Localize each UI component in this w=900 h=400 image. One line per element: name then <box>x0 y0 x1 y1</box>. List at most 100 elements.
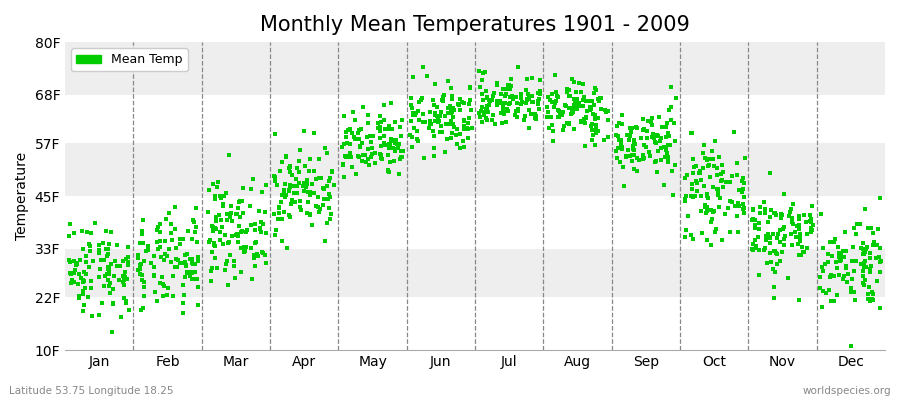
Point <box>356 104 370 110</box>
Point <box>136 240 150 246</box>
Point <box>686 236 700 242</box>
Point <box>661 159 675 165</box>
Point <box>283 214 297 220</box>
Point <box>856 251 870 257</box>
Point <box>484 97 499 103</box>
Point <box>752 234 766 240</box>
Point <box>502 100 517 107</box>
Point <box>635 127 650 134</box>
Point <box>703 219 717 225</box>
Point <box>121 254 135 260</box>
Point <box>177 259 192 265</box>
Point <box>141 247 156 254</box>
Point <box>287 190 302 196</box>
Point <box>209 218 223 224</box>
Point <box>696 150 710 156</box>
Point <box>584 106 598 112</box>
Point <box>446 124 461 130</box>
Point <box>847 268 861 274</box>
Point <box>805 203 819 210</box>
Point <box>76 278 91 284</box>
Point <box>510 106 525 112</box>
Point <box>757 247 771 253</box>
Point <box>499 86 513 92</box>
Point <box>731 201 745 208</box>
Point <box>540 114 554 120</box>
Text: worldspecies.org: worldspecies.org <box>803 386 891 396</box>
Point <box>479 106 493 113</box>
Point <box>514 95 528 102</box>
Point <box>562 93 577 99</box>
Point <box>316 185 330 192</box>
Point <box>112 277 126 283</box>
Point <box>76 269 91 275</box>
Point <box>256 221 270 228</box>
Point <box>515 99 529 106</box>
Point <box>307 130 321 136</box>
Point <box>168 256 183 262</box>
Point <box>100 271 114 277</box>
Point <box>150 298 165 304</box>
Point <box>351 130 365 136</box>
Point <box>377 132 392 139</box>
Point <box>316 202 330 208</box>
Point <box>176 292 191 298</box>
Point <box>777 226 791 232</box>
Point <box>111 263 125 270</box>
Point <box>338 129 353 135</box>
Point <box>504 82 518 89</box>
Point <box>279 191 293 198</box>
Point <box>349 171 364 178</box>
Point <box>487 90 501 97</box>
Point <box>861 225 876 232</box>
Point <box>679 192 693 199</box>
Point <box>423 118 437 124</box>
Point <box>410 108 425 114</box>
Point <box>76 288 90 294</box>
Point <box>827 298 842 305</box>
Point <box>422 125 436 131</box>
Point <box>814 211 828 217</box>
Point <box>831 244 845 250</box>
Point <box>284 197 299 204</box>
Point <box>269 182 284 188</box>
Point <box>836 276 850 283</box>
Point <box>771 231 786 237</box>
Point <box>821 259 835 265</box>
Point <box>118 268 132 275</box>
Point <box>526 99 540 106</box>
Point <box>152 221 166 227</box>
Point <box>857 249 871 256</box>
Point <box>590 115 605 121</box>
Point <box>562 104 577 111</box>
Point <box>245 276 259 282</box>
Point <box>320 150 335 156</box>
Point <box>284 184 298 190</box>
Point <box>662 142 677 148</box>
Point <box>240 227 255 233</box>
Point <box>67 279 81 285</box>
Point <box>76 277 91 283</box>
Point <box>664 117 679 123</box>
Point <box>657 144 671 150</box>
Point <box>831 265 845 271</box>
Point <box>361 120 375 126</box>
Point <box>654 145 669 152</box>
Point <box>317 196 331 202</box>
Point <box>476 97 491 103</box>
Point <box>579 114 593 121</box>
Point <box>723 178 737 185</box>
Point <box>203 277 218 284</box>
Point <box>210 264 224 271</box>
Point <box>101 246 115 252</box>
Point <box>68 230 82 236</box>
Point <box>150 246 165 252</box>
Point <box>654 135 669 141</box>
Point <box>479 114 493 121</box>
Point <box>860 244 875 250</box>
Point <box>707 138 722 144</box>
Point <box>325 168 339 175</box>
Point <box>573 89 588 96</box>
Point <box>382 141 397 147</box>
Point <box>587 102 601 108</box>
